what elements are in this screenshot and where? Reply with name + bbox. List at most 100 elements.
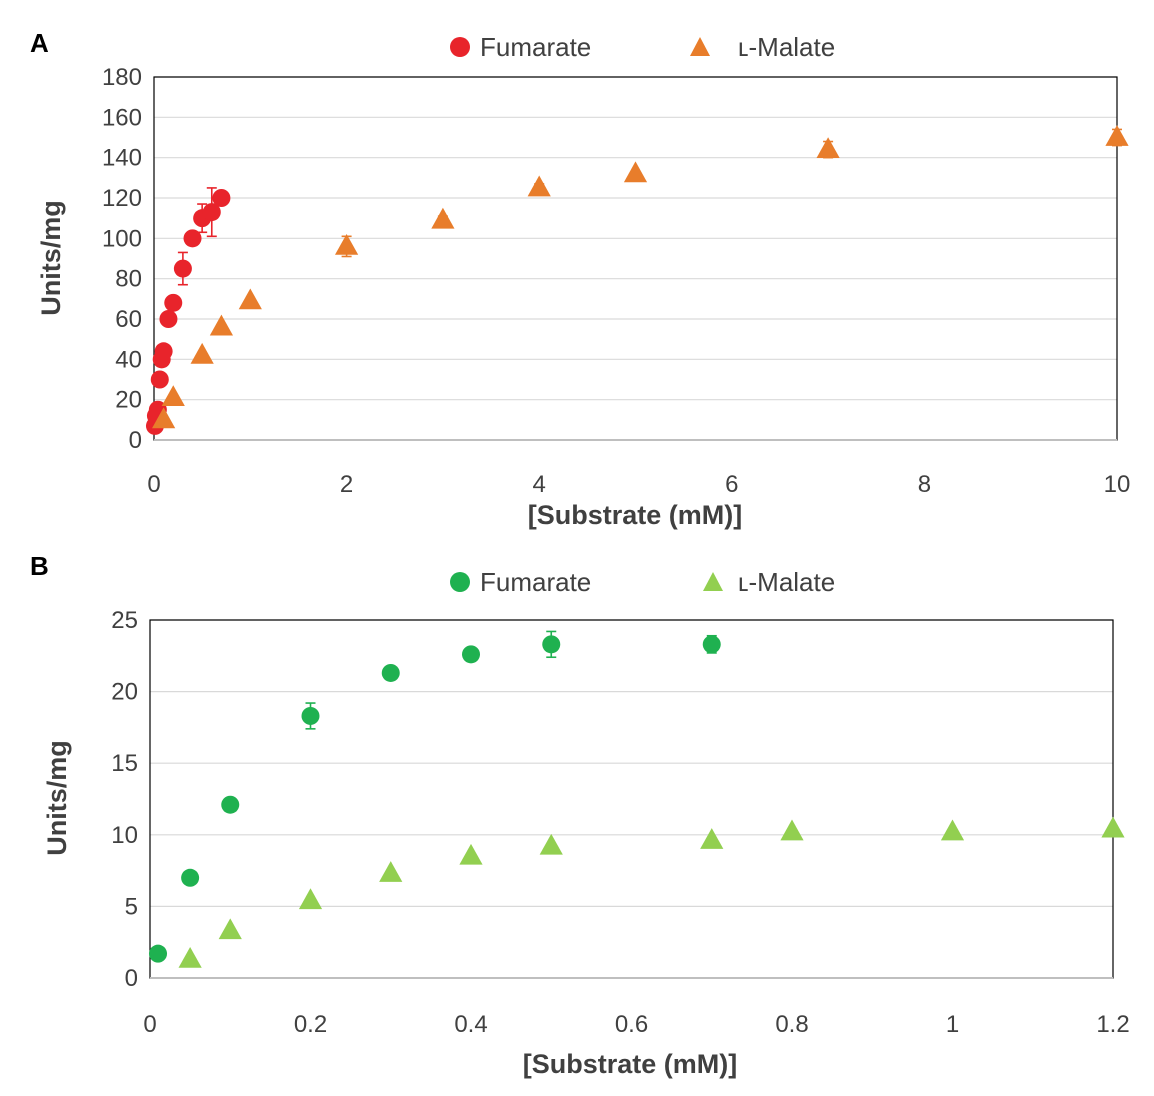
series-fumarate [149, 630, 721, 963]
data-point [164, 293, 183, 312]
y-tick-label: 80 [115, 266, 142, 293]
chart-b-marks [149, 630, 1125, 968]
data-point [154, 342, 173, 361]
x-tick-label: 0.2 [294, 1011, 327, 1038]
data-point [539, 833, 563, 855]
x-tick-label: 0 [147, 471, 160, 498]
legend-a-malate-marker [690, 37, 710, 56]
legend-b-fumarate-marker [450, 572, 470, 592]
panel-label-b: B [30, 551, 49, 581]
plot-border [153, 76, 1118, 441]
y-tick-label: 10 [111, 822, 138, 849]
y-tick-label: 100 [102, 225, 142, 252]
x-tick-label: 10 [1104, 471, 1131, 498]
legend-b-malate-label: ʟ-Malate [738, 567, 835, 597]
chart-a-x-ticks: 0 2 4 6 8 10 [147, 471, 1130, 498]
legend-b-fumarate-label: Fumarate [480, 567, 591, 597]
x-tick-label: 4 [533, 471, 546, 498]
series-malate [152, 125, 1129, 429]
x-tick-label: 2 [340, 471, 353, 498]
x-tick-label: 1 [946, 1011, 959, 1038]
chart-b-x-axis-title: [Substrate (mM)] [523, 1049, 738, 1079]
data-point [379, 861, 403, 882]
data-point [202, 203, 221, 222]
data-point [702, 635, 721, 654]
chart-a-axes [153, 76, 1118, 441]
data-point [940, 819, 965, 841]
y-tick-label: 20 [115, 387, 142, 414]
data-point [212, 189, 231, 207]
chart-b-x-ticks: 0 0.2 0.4 0.6 0.8 1 1.2 [143, 1011, 1129, 1038]
data-point [381, 663, 400, 682]
chart-a-y-axis-title: Units/mg [36, 200, 66, 316]
y-tick-label: 140 [102, 145, 142, 172]
data-point [173, 259, 192, 278]
legend-b-malate-marker [703, 572, 723, 591]
data-point [152, 407, 176, 429]
series-fumarate [145, 187, 231, 435]
panel-label-a: A [30, 28, 49, 58]
y-tick-label: 25 [111, 607, 138, 634]
legend-a-fumarate-label: Fumarate [480, 32, 591, 62]
x-tick-label: 1.2 [1096, 1011, 1129, 1038]
legend-a-fumarate-marker [450, 37, 470, 57]
data-point [238, 288, 262, 310]
data-point [159, 310, 178, 328]
x-tick-label: 6 [725, 471, 738, 498]
y-tick-label: 5 [125, 893, 138, 920]
y-tick-label: 20 [111, 679, 138, 706]
chart-b-axes [149, 619, 1114, 979]
chart-a-legend: Fumarate ʟ-Malate [450, 32, 835, 62]
chart-a-x-axis-title: [Substrate (mM)] [528, 500, 743, 530]
y-tick-label: 120 [102, 185, 142, 212]
chart-a-marks [145, 125, 1129, 435]
series-malate [178, 816, 1125, 968]
x-tick-label: 0.6 [615, 1011, 648, 1038]
y-tick-label: 40 [115, 346, 142, 373]
chart-b-legend: Fumarate ʟ-Malate [450, 567, 835, 597]
chart-a-gridlines [154, 76, 1117, 401]
data-point [161, 385, 185, 407]
data-point [780, 819, 804, 841]
data-point [178, 946, 202, 968]
chart-a-svg: A 0 20 40 60 80 100 120 140 160 180 0 2 4 6 8 10 Fumar… [30, 28, 1130, 530]
data-point [298, 888, 323, 910]
data-point [218, 918, 242, 940]
y-tick-label: 160 [102, 104, 142, 131]
data-point [1105, 125, 1129, 146]
y-tick-label: 15 [111, 750, 138, 777]
chart-panel-a: A 0 20 40 60 80 100 120 140 160 180 0 2 4 6 8 10 Fumar… [0, 0, 1154, 540]
plot-border [149, 619, 1114, 979]
data-point [542, 635, 561, 654]
x-tick-label: 8 [918, 471, 931, 498]
y-tick-label: 0 [125, 965, 138, 992]
data-point [183, 229, 202, 248]
data-point [221, 795, 240, 814]
data-point [700, 828, 724, 849]
data-point [149, 944, 168, 963]
data-point [150, 370, 169, 389]
y-tick-label: 60 [115, 306, 142, 333]
data-point [1101, 816, 1125, 838]
data-point [431, 207, 455, 229]
chart-b-y-axis-title: Units/mg [42, 740, 72, 856]
data-point [209, 314, 234, 336]
data-point [527, 175, 551, 197]
data-point [335, 234, 359, 255]
data-point [623, 161, 648, 183]
data-point [459, 843, 483, 865]
data-point [462, 645, 480, 664]
data-point [190, 342, 214, 364]
y-tick-label: 180 [102, 64, 142, 91]
chart-b-y-ticks: 0 5 10 15 20 25 [111, 607, 138, 992]
data-point [301, 706, 320, 725]
x-tick-label: 0.4 [454, 1011, 487, 1038]
data-point [181, 868, 200, 887]
y-tick-label: 0 [129, 427, 142, 454]
x-tick-label: 0.8 [775, 1011, 808, 1038]
chart-a-y-ticks: 0 20 40 60 80 100 120 140 160 180 [102, 64, 142, 454]
chart-b-svg: B 0 5 10 15 20 25 0 0.2 0.4 0.6 0.8 1 1.2 Fumarate … [30, 551, 1130, 1079]
chart-panel-b: B 0 5 10 15 20 25 0 0.2 0.4 0.6 0.8 1 1.2 Fumarate … [0, 540, 1154, 1096]
data-point [816, 137, 840, 158]
legend-a-malate-label: ʟ-Malate [738, 32, 835, 62]
